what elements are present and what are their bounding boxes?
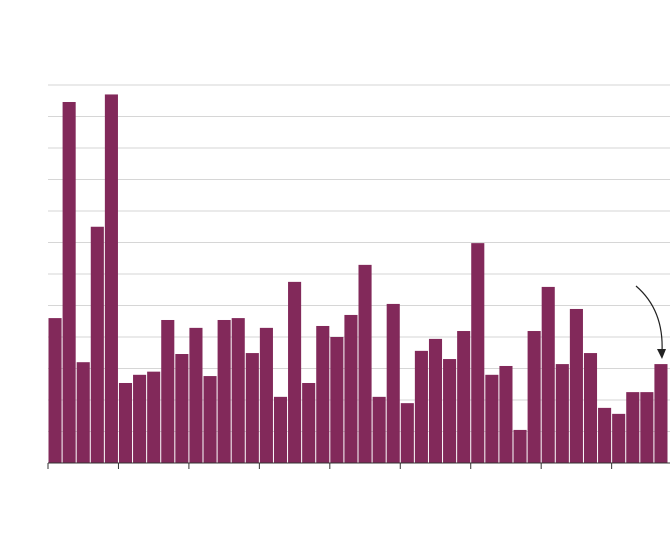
bar: [259, 327, 273, 463]
bar: [428, 338, 443, 463]
bar: [457, 331, 471, 463]
bar: [175, 354, 189, 463]
bar: [569, 308, 583, 463]
bar: [372, 396, 386, 463]
bar: [118, 382, 133, 463]
bar: [344, 314, 358, 463]
bar: [231, 318, 245, 463]
bar: [414, 350, 428, 463]
arrow-head: [657, 349, 666, 359]
bar: [612, 413, 626, 463]
bar: [147, 371, 161, 463]
bar: [598, 407, 612, 463]
bar: [273, 396, 288, 463]
bar: [527, 331, 541, 463]
bar: [555, 364, 569, 463]
bar: [62, 102, 76, 463]
bar: [358, 264, 372, 463]
bar: [443, 359, 457, 463]
bar: [245, 353, 259, 463]
bar: [386, 303, 400, 463]
bar: [583, 353, 598, 463]
bar: [217, 319, 231, 463]
annotation-arrow: [635, 285, 663, 353]
bar: [48, 318, 62, 463]
bar: [640, 392, 654, 463]
bar: [485, 374, 499, 463]
bar: [133, 374, 147, 463]
bar: [499, 365, 513, 463]
bar: [330, 337, 344, 463]
bar: [471, 243, 485, 463]
bar: [90, 226, 104, 463]
bar: [654, 364, 668, 463]
bar: [288, 281, 302, 463]
bar: [513, 429, 527, 463]
bar: [541, 286, 555, 463]
bar: [104, 94, 118, 463]
bar: [203, 376, 217, 463]
bar: [316, 325, 330, 463]
bar: [626, 392, 640, 463]
bar: [302, 382, 316, 463]
bar: [76, 362, 90, 463]
bar: [161, 319, 175, 463]
bar: [400, 403, 414, 463]
bar: [189, 327, 203, 463]
